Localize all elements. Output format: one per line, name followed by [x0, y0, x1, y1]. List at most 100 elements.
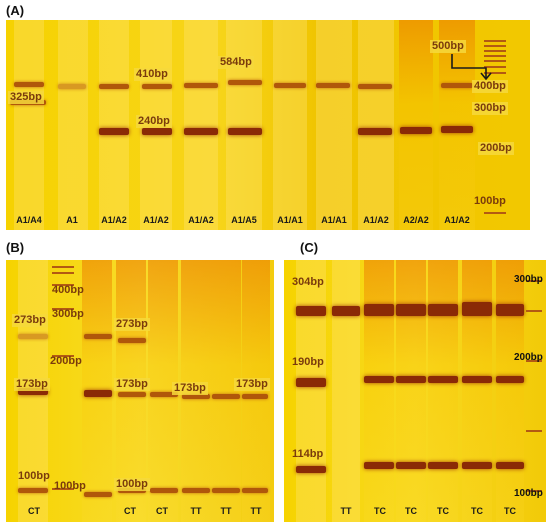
gel-panel-a: 325bp 410bp 240bp 584bp 500bp 400bp 300b…: [6, 20, 530, 230]
gel-lane: [226, 20, 262, 230]
gel-band: [441, 126, 473, 133]
gel-band: [428, 304, 458, 316]
gel-band: [242, 488, 268, 493]
ladder-band: [526, 490, 542, 492]
lane-label: CT: [28, 506, 40, 516]
ladder-band: [526, 360, 542, 362]
size-label-173bp: 173bp: [234, 378, 270, 391]
gel-band: [242, 394, 268, 399]
ladder-band: [484, 55, 506, 57]
ladder-band: [52, 308, 74, 310]
panel-b-label: (B): [6, 240, 25, 255]
gel-band: [358, 128, 392, 135]
lane-label: CT: [156, 506, 168, 516]
ladder-band: [484, 66, 506, 68]
gel-lane: [14, 20, 44, 230]
gel-band: [142, 84, 172, 89]
gel-band: [332, 306, 360, 316]
size-label-300bp: 300bp: [472, 102, 508, 115]
gel-lane: [428, 260, 458, 522]
gel-band: [396, 376, 426, 383]
ladder-band: [52, 488, 74, 490]
size-label-240bp: 240bp: [136, 115, 172, 128]
gel-lane: [462, 260, 492, 522]
gel-band: [296, 466, 326, 473]
gel-band: [396, 462, 426, 469]
ladder-band: [52, 284, 74, 286]
gel-band: [441, 83, 473, 88]
gel-band: [212, 394, 240, 399]
gel-lane: [399, 20, 433, 230]
ladder-band: [484, 40, 506, 42]
gel-band: [364, 304, 394, 316]
gel-lane: [316, 20, 352, 230]
size-label-114bp: 114bp: [292, 448, 324, 460]
gel-band: [228, 128, 262, 135]
gel-band: [274, 83, 306, 88]
size-label-500bp: 500bp: [430, 40, 466, 53]
lane-label: A1/A2: [188, 215, 214, 225]
size-label-173bp: 173bp: [114, 378, 150, 391]
gel-band: [118, 392, 146, 397]
gel-lane: [358, 20, 394, 230]
ladder-band: [526, 430, 542, 432]
gel-band: [99, 84, 129, 89]
gel-band: [316, 83, 350, 88]
ladder-band: [484, 60, 506, 62]
size-label-400bp: 400bp: [472, 80, 508, 93]
lane-label: CT: [124, 506, 136, 516]
gel-band: [182, 488, 210, 493]
lane-label: TC: [504, 506, 516, 516]
size-label-173bp: 173bp: [14, 378, 50, 391]
ladder-band: [52, 355, 74, 357]
gel-band: [84, 492, 112, 497]
gel-band: [396, 304, 426, 316]
lane-label: A1/A1: [321, 215, 347, 225]
lane-label: A1/A5: [231, 215, 257, 225]
gel-panel-c: 304bp 190bp 114bp TT TC TC TC TC TC: [284, 260, 546, 522]
lane-label: TC: [471, 506, 483, 516]
gel-band: [496, 462, 524, 469]
gel-lane: [396, 260, 426, 522]
gel-lane: [99, 20, 129, 230]
lane-label: TT: [190, 506, 202, 516]
lane-label: A1/A2: [101, 215, 127, 225]
lane-label: TT: [220, 506, 232, 516]
gel-band: [58, 84, 86, 89]
lane-label: A1/A2: [143, 215, 169, 225]
lane-label: A1/A2: [363, 215, 389, 225]
ladder-band: [484, 45, 506, 47]
gel-band: [118, 338, 146, 343]
gel-lane: [58, 20, 88, 230]
size-label-200bp: 200bp: [50, 355, 82, 367]
gel-band: [228, 80, 262, 85]
gel-band: [462, 302, 492, 316]
size-label-410bp: 410bp: [134, 68, 170, 81]
gel-band: [84, 334, 112, 339]
gel-band: [18, 388, 48, 395]
ladder-band: [484, 72, 506, 74]
size-label-173bp: 173bp: [172, 382, 208, 395]
gel-band: [84, 390, 112, 397]
gel-lane: [184, 20, 218, 230]
ladder-band: [526, 310, 542, 312]
size-label-200bp: 200bp: [478, 142, 514, 155]
gel-band: [462, 462, 492, 469]
size-label-100bp: 100bp: [514, 488, 543, 499]
lane-label: A2/A2: [403, 215, 429, 225]
gel-band: [150, 392, 178, 397]
gel-band: [18, 334, 48, 339]
lane-label: TT: [250, 506, 262, 516]
arrow-icon: [451, 54, 492, 81]
gel-band: [182, 394, 210, 399]
gel-band: [428, 462, 458, 469]
ladder-band: [484, 50, 506, 52]
lane-label: TT: [340, 506, 352, 516]
ladder-band: [52, 272, 74, 274]
size-label-100bp: 100bp: [18, 470, 50, 482]
panel-a-label: (A): [6, 3, 25, 18]
size-label-300bp: 300bp: [52, 308, 84, 320]
gel-band: [296, 306, 326, 316]
gel-band: [296, 378, 326, 387]
size-label-200bp: 200bp: [514, 352, 543, 363]
